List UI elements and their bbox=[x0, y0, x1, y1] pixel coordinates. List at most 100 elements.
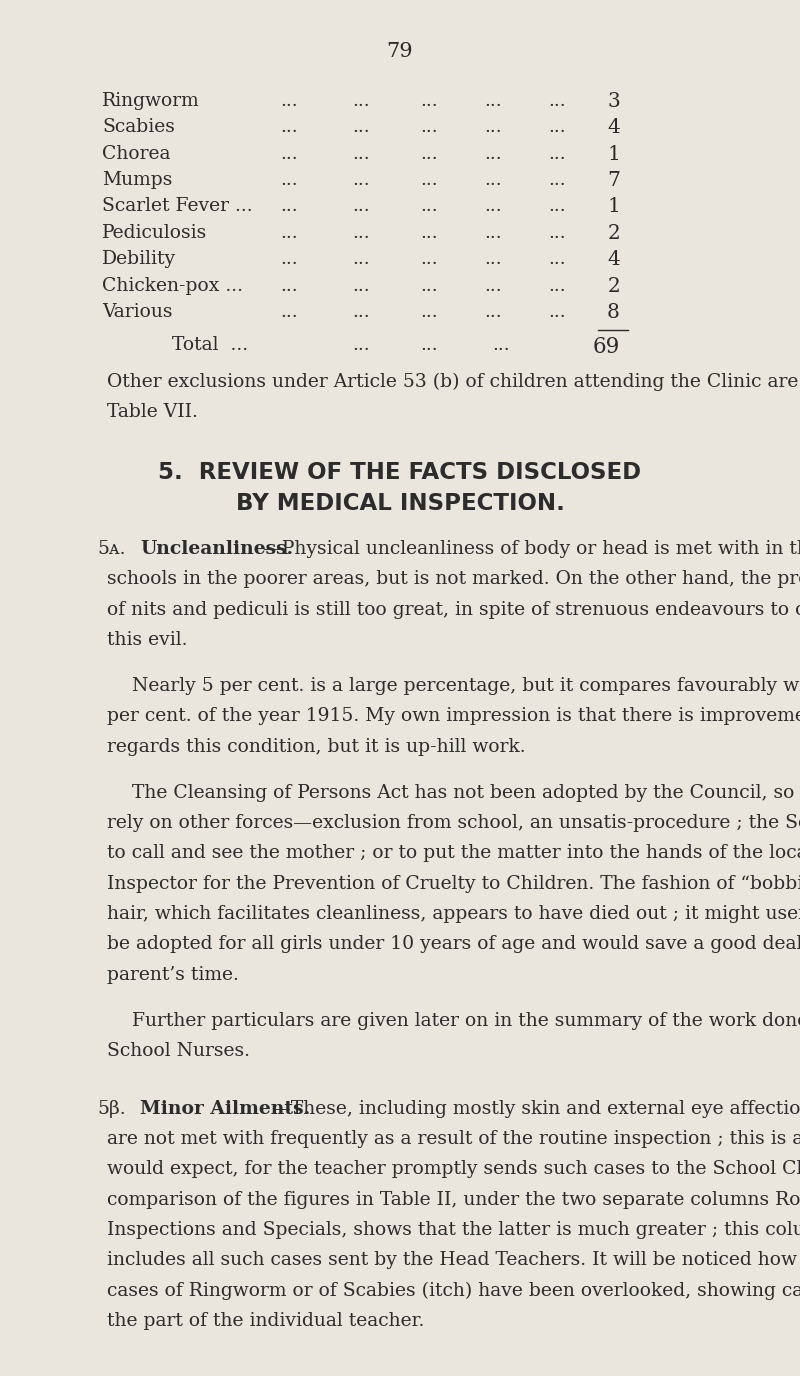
Text: Inspections and Specials, shows that the latter is much greater ; this column: Inspections and Specials, shows that the… bbox=[107, 1221, 800, 1238]
Text: ...: ... bbox=[548, 171, 566, 189]
Text: ...: ... bbox=[548, 250, 566, 268]
Text: to call and see the mother ; or to put the matter into the hands of the local: to call and see the mother ; or to put t… bbox=[107, 845, 800, 863]
Text: ...: ... bbox=[484, 197, 502, 216]
Text: Uncleanliness.: Uncleanliness. bbox=[140, 539, 293, 557]
Text: Nearly 5 per cent. is a large percentage, but it compares favourably with the 10: Nearly 5 per cent. is a large percentage… bbox=[132, 677, 800, 695]
Text: rely on other forces—exclusion from school, an unsatis-procedure ; the School Nu: rely on other forces—exclusion from scho… bbox=[107, 813, 800, 832]
Text: ...: ... bbox=[548, 144, 566, 162]
Text: 2: 2 bbox=[607, 224, 620, 244]
Text: ...: ... bbox=[280, 303, 298, 321]
Text: ...: ... bbox=[420, 171, 438, 189]
Text: Further particulars are given later on in the summary of the work done by the: Further particulars are given later on i… bbox=[132, 1011, 800, 1029]
Text: ...: ... bbox=[352, 250, 370, 268]
Text: 2: 2 bbox=[607, 277, 620, 296]
Text: ...: ... bbox=[352, 277, 370, 294]
Text: Chorea: Chorea bbox=[102, 144, 170, 162]
Text: ...: ... bbox=[548, 303, 566, 321]
Text: ...: ... bbox=[484, 250, 502, 268]
Text: ...: ... bbox=[420, 277, 438, 294]
Text: schools in the poorer areas, but is not marked. On the other hand, the prevalenc: schools in the poorer areas, but is not … bbox=[107, 570, 800, 588]
Text: Debility: Debility bbox=[102, 250, 176, 268]
Text: comparison of the figures in Table II, under the two separate columns Routine: comparison of the figures in Table II, u… bbox=[107, 1190, 800, 1208]
Text: ...: ... bbox=[352, 197, 370, 216]
Text: 1: 1 bbox=[607, 144, 620, 164]
Text: ...: ... bbox=[280, 197, 298, 216]
Text: ...: ... bbox=[484, 118, 502, 136]
Text: 5.  REVIEW OF THE FACTS DISCLOSED: 5. REVIEW OF THE FACTS DISCLOSED bbox=[158, 461, 642, 484]
Text: BY MEDICAL INSPECTION.: BY MEDICAL INSPECTION. bbox=[235, 493, 565, 515]
Text: are not met with frequently as a result of the routine inspection ; this is as o: are not met with frequently as a result … bbox=[107, 1130, 800, 1148]
Text: ...: ... bbox=[280, 171, 298, 189]
Text: Various: Various bbox=[102, 303, 173, 321]
Text: Other exclusions under Article 53 (b) of children attending the Clinic are given: Other exclusions under Article 53 (b) of… bbox=[107, 373, 800, 391]
Text: Ringworm: Ringworm bbox=[102, 92, 200, 110]
Text: 7: 7 bbox=[607, 171, 620, 190]
Text: ...: ... bbox=[548, 277, 566, 294]
Text: Total  ...: Total ... bbox=[172, 336, 248, 354]
Text: ...: ... bbox=[420, 118, 438, 136]
Text: ...: ... bbox=[280, 118, 298, 136]
Text: parent’s time.: parent’s time. bbox=[107, 966, 239, 984]
Text: Inspector for the Prevention of Cruelty to Children. The fashion of “bobbing” th: Inspector for the Prevention of Cruelty … bbox=[107, 875, 800, 893]
Text: 5ᴀ.: 5ᴀ. bbox=[97, 539, 126, 557]
Text: ...: ... bbox=[484, 171, 502, 189]
Text: Table VII.: Table VII. bbox=[107, 403, 198, 421]
Text: ...: ... bbox=[420, 92, 438, 110]
Text: ...: ... bbox=[420, 224, 438, 242]
Text: —These, including mostly skin and external eye affections,: —These, including mostly skin and extern… bbox=[272, 1099, 800, 1117]
Text: cases of Ringworm or of Scabies (itch) have been overlooked, showing carefulness: cases of Ringworm or of Scabies (itch) h… bbox=[107, 1281, 800, 1300]
Text: this evil.: this evil. bbox=[107, 630, 187, 649]
Text: 4: 4 bbox=[607, 118, 620, 138]
Text: ...: ... bbox=[548, 92, 566, 110]
Text: the part of the individual teacher.: the part of the individual teacher. bbox=[107, 1313, 424, 1331]
Text: includes all such cases sent by the Head Teachers. It will be noticed how very f: includes all such cases sent by the Head… bbox=[107, 1251, 800, 1270]
Text: per cent. of the year 1915. My own impression is that there is improvement as: per cent. of the year 1915. My own impre… bbox=[107, 707, 800, 725]
Text: Minor Ailments.: Minor Ailments. bbox=[140, 1099, 310, 1117]
Text: of nits and pediculi is still too great, in spite of strenuous endeavours to com: of nits and pediculi is still too great,… bbox=[107, 600, 800, 618]
Text: ...: ... bbox=[484, 92, 502, 110]
Text: ...: ... bbox=[420, 303, 438, 321]
Text: Mumps: Mumps bbox=[102, 171, 172, 189]
Text: ...: ... bbox=[352, 303, 370, 321]
Text: 1: 1 bbox=[607, 197, 620, 216]
Text: be adopted for all girls under 10 years of age and would save a good deal of the: be adopted for all girls under 10 years … bbox=[107, 936, 800, 954]
Text: 69: 69 bbox=[593, 336, 620, 358]
Text: School Nurses.: School Nurses. bbox=[107, 1042, 250, 1060]
Text: ...: ... bbox=[352, 118, 370, 136]
Text: ...: ... bbox=[484, 277, 502, 294]
Text: 5β.: 5β. bbox=[97, 1099, 126, 1117]
Text: ...: ... bbox=[548, 197, 566, 216]
Text: ...: ... bbox=[492, 336, 510, 354]
Text: would expect, for the teacher promptly sends such cases to the School Clinic. A: would expect, for the teacher promptly s… bbox=[107, 1160, 800, 1178]
Text: regards this condition, but it is up-hill work.: regards this condition, but it is up-hil… bbox=[107, 738, 526, 755]
Text: Scarlet Fever ...: Scarlet Fever ... bbox=[102, 197, 253, 216]
Text: ...: ... bbox=[548, 118, 566, 136]
Text: ...: ... bbox=[280, 144, 298, 162]
Text: ...: ... bbox=[420, 197, 438, 216]
Text: The Cleansing of Persons Act has not been adopted by the Council, so one has to: The Cleansing of Persons Act has not bee… bbox=[132, 783, 800, 802]
Text: 8: 8 bbox=[607, 303, 620, 322]
Text: ...: ... bbox=[280, 250, 298, 268]
Text: Chicken-pox ...: Chicken-pox ... bbox=[102, 277, 243, 294]
Text: 4: 4 bbox=[607, 250, 620, 270]
Text: ...: ... bbox=[420, 250, 438, 268]
Text: ...: ... bbox=[484, 303, 502, 321]
Text: ...: ... bbox=[484, 224, 502, 242]
Text: ...: ... bbox=[280, 224, 298, 242]
Text: ...: ... bbox=[352, 336, 370, 354]
Text: ...: ... bbox=[548, 224, 566, 242]
Text: 79: 79 bbox=[386, 43, 414, 61]
Text: ...: ... bbox=[352, 224, 370, 242]
Text: ...: ... bbox=[420, 336, 438, 354]
Text: 3: 3 bbox=[607, 92, 620, 110]
Text: ...: ... bbox=[484, 144, 502, 162]
Text: Pediculosis: Pediculosis bbox=[102, 224, 207, 242]
Text: hair, which facilitates cleanliness, appears to have died out ; it might usefull: hair, which facilitates cleanliness, app… bbox=[107, 905, 800, 923]
Text: ...: ... bbox=[352, 144, 370, 162]
Text: ...: ... bbox=[352, 171, 370, 189]
Text: ...: ... bbox=[280, 277, 298, 294]
Text: ...: ... bbox=[280, 92, 298, 110]
Text: Scabies: Scabies bbox=[102, 118, 175, 136]
Text: ...: ... bbox=[420, 144, 438, 162]
Text: ...: ... bbox=[352, 92, 370, 110]
